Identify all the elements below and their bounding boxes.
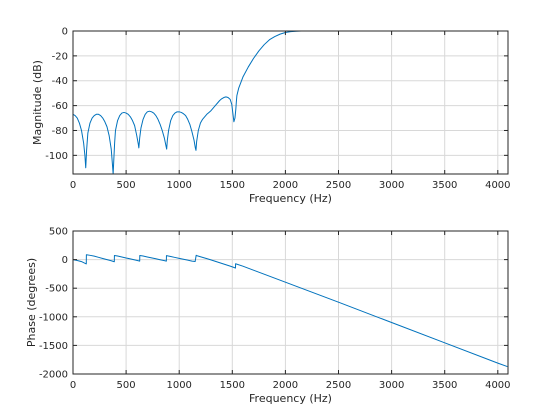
phase-series-line <box>72 254 508 368</box>
phase-x-tick-label: 500 <box>117 380 136 391</box>
magnitude-x-tick-label: 2500 <box>326 180 351 191</box>
phase-y-tick-label: 0 <box>62 255 68 266</box>
magnitude-y-tick-label: 0 <box>62 27 68 38</box>
magnitude-x-tick-label: 3500 <box>432 180 457 191</box>
magnitude-x-tick-label: 3000 <box>379 180 404 191</box>
phase-plot-area <box>73 231 508 374</box>
magnitude-x-tick-label: 2000 <box>273 180 298 191</box>
phase-y-tick-label: -1500 <box>39 341 68 352</box>
magnitude-y-tick-label: -100 <box>45 151 68 162</box>
phase-x-tick-label: 4000 <box>485 380 510 391</box>
phase-y-axis-label: Phase (degrees) <box>25 258 38 347</box>
phase-x-axis-label: Frequency (Hz) <box>249 392 332 405</box>
phase-y-tick-label: -1000 <box>39 312 68 323</box>
phase-x-tick-label: 1000 <box>166 380 191 391</box>
magnitude-y-tick-label: -80 <box>52 126 68 137</box>
phase-y-tick-label: -2000 <box>39 370 68 381</box>
phase-chart: 0 500 1000 1500 2000 2500 3000 3500 4000 500 0 -500… <box>25 227 511 406</box>
magnitude-series-line <box>72 30 508 175</box>
magnitude-y-tick-label: -20 <box>52 51 68 62</box>
magnitude-y-tick-label: -40 <box>52 76 68 87</box>
phase-x-tick-label: 0 <box>70 380 76 391</box>
phase-x-tick-label: 3000 <box>379 380 404 391</box>
magnitude-plot-area <box>73 31 508 174</box>
magnitude-axes-box <box>72 30 509 175</box>
magnitude-y-axis-label: Magnitude (dB) <box>31 60 44 145</box>
phase-y-tick-label: -500 <box>45 284 68 295</box>
magnitude-x-tick-label: 0 <box>70 180 76 191</box>
phase-y-tick-label: 500 <box>49 227 68 238</box>
magnitude-x-tick-label: 4000 <box>485 180 510 191</box>
phase-x-tick-label: 1500 <box>220 380 245 391</box>
magnitude-x-tick-label: 500 <box>117 180 136 191</box>
magnitude-chart: 0 500 1000 1500 2000 2500 3000 3500 4000 0 -20 -40 -… <box>31 27 511 206</box>
magnitude-x-axis-label: Frequency (Hz) <box>249 192 332 205</box>
phase-x-tick-label: 3500 <box>432 380 457 391</box>
phase-axes-box <box>72 230 509 375</box>
magnitude-y-tick-label: -60 <box>52 101 68 112</box>
magnitude-x-tick-label: 1500 <box>220 180 245 191</box>
magnitude-x-tick-label: 1000 <box>166 180 191 191</box>
phase-x-tick-label: 2000 <box>273 380 298 391</box>
phase-x-tick-label: 2500 <box>326 380 351 391</box>
